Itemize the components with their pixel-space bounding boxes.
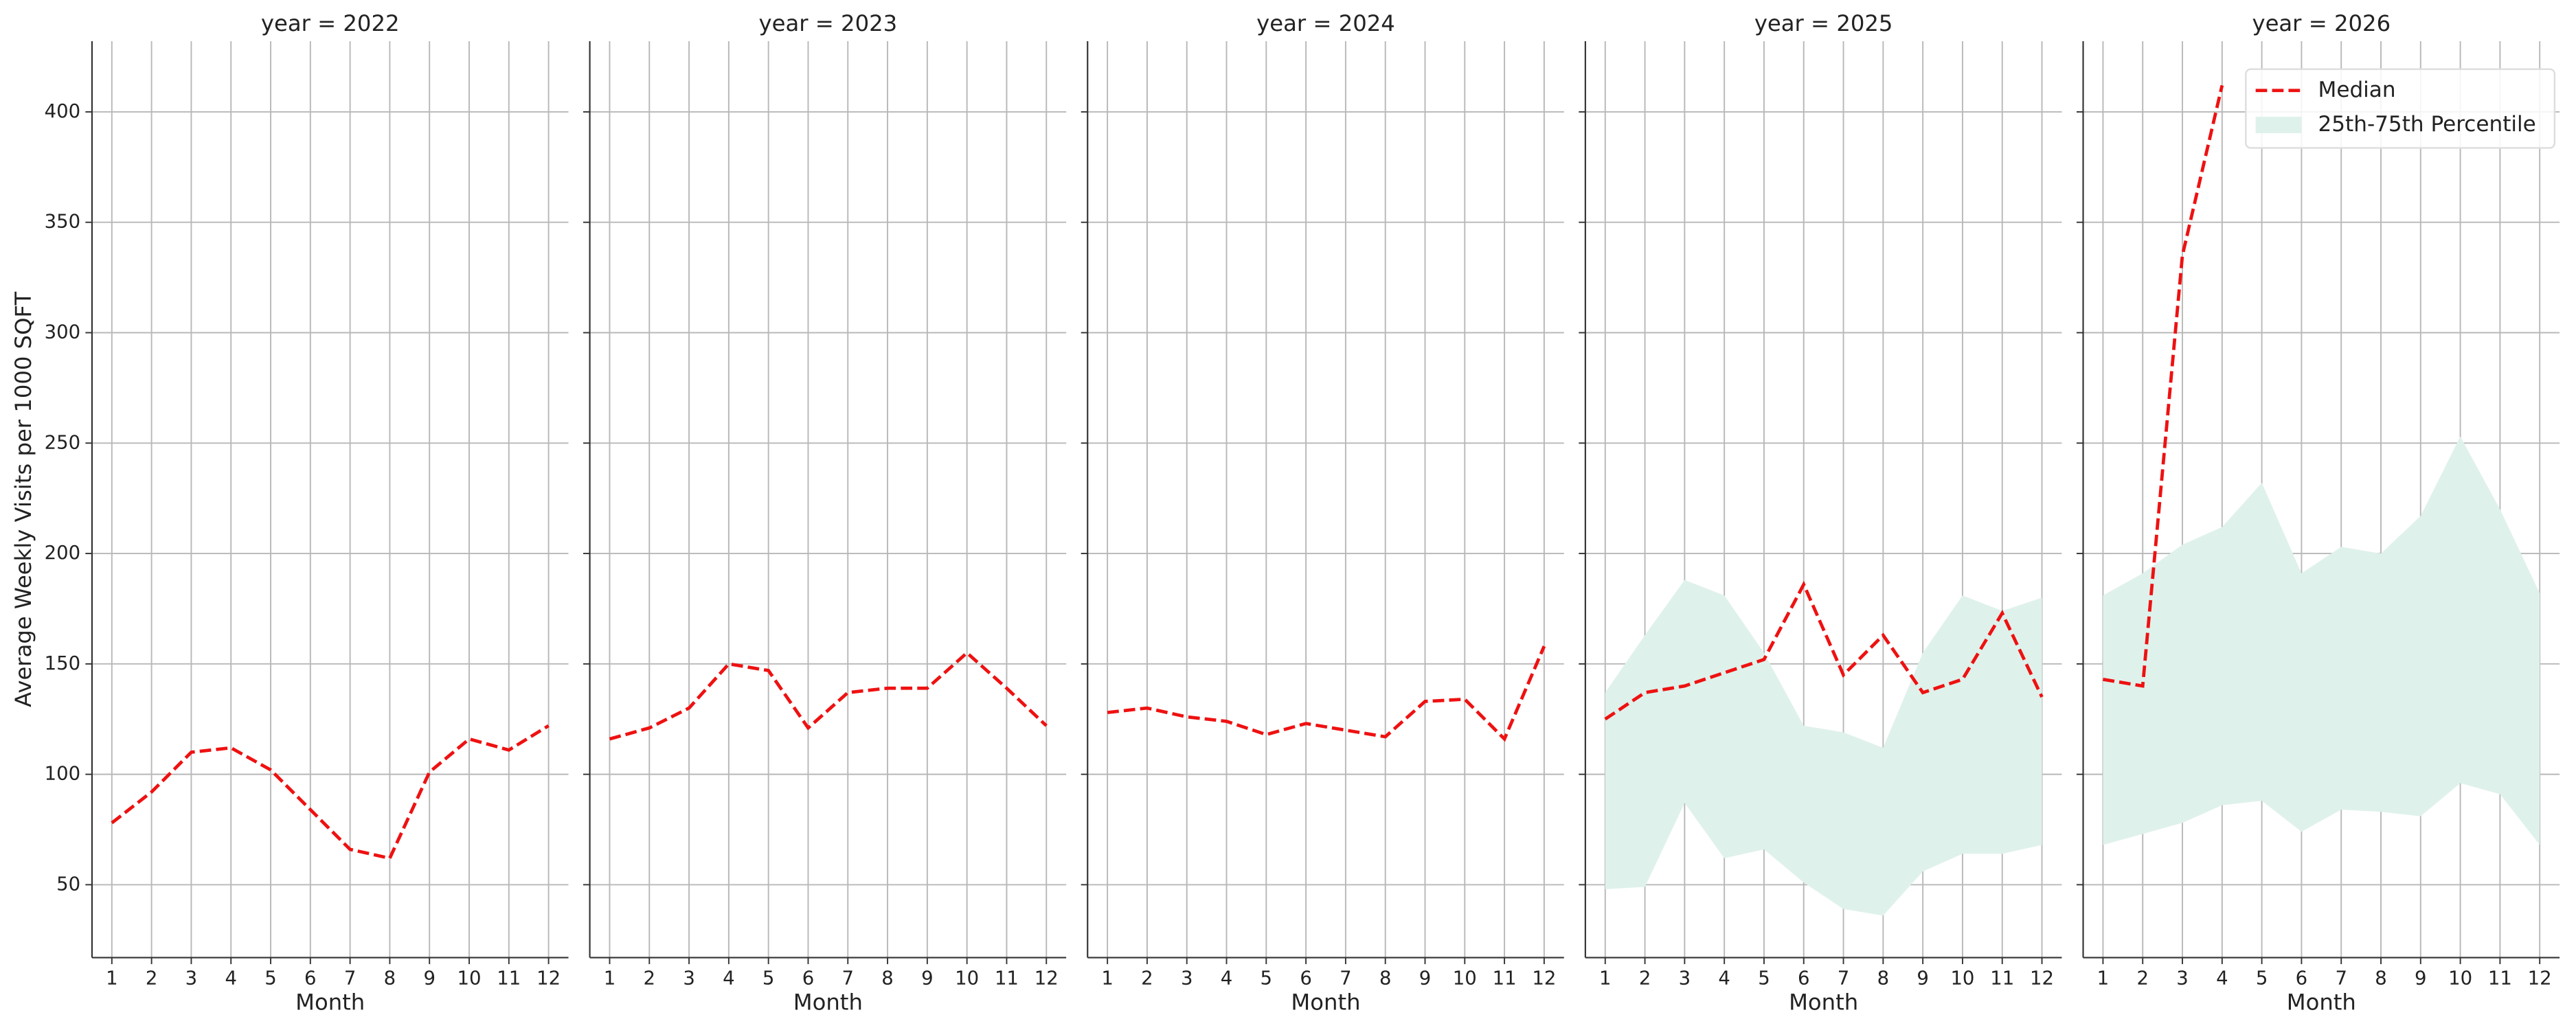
x-tick-label: 6 (1300, 968, 1312, 989)
x-tick-label: 5 (264, 968, 277, 989)
x-tick-label: 9 (1917, 968, 1929, 989)
y-tick-label: 100 (45, 763, 81, 785)
x-tick-label: 6 (2296, 968, 2308, 989)
x-tick-label: 11 (497, 968, 521, 989)
x-tick-label: 1 (1599, 968, 1612, 989)
panel-title: year = 2022 (261, 10, 400, 36)
x-tick-label: 6 (1798, 968, 1810, 989)
x-tick-label: 9 (2415, 968, 2427, 989)
x-tick-label: 2 (1639, 968, 1651, 989)
x-tick-label: 5 (1758, 968, 1770, 989)
median-line (111, 724, 550, 860)
legend-label: 25th-75th Percentile (2318, 112, 2536, 137)
x-tick-label: 10 (457, 968, 481, 989)
x-tick-label: 1 (1101, 968, 1114, 989)
x-axis-label: Month (295, 989, 365, 1015)
x-tick-label: 10 (2448, 968, 2472, 989)
x-tick-label: 3 (2176, 968, 2189, 989)
x-tick-label: 9 (921, 968, 934, 989)
x-axis-label: Month (1291, 989, 1360, 1015)
y-tick-label: 150 (45, 652, 81, 674)
x-tick-label: 7 (1340, 968, 1352, 989)
legend-frame (2245, 68, 2556, 149)
x-tick-label: 5 (762, 968, 775, 989)
x-tick-label: 1 (604, 968, 615, 989)
x-tick-label: 7 (1838, 968, 1850, 989)
x-tick-label: 5 (2256, 968, 2268, 989)
x-tick-label: 3 (1679, 968, 1691, 989)
x-tick-label: 8 (384, 968, 396, 989)
y-tick-label: 400 (45, 100, 81, 122)
percentile-band (1605, 580, 2042, 916)
y-tick-label: 350 (45, 211, 81, 233)
legend-swatch (2255, 117, 2302, 133)
percentile-band (2103, 436, 2540, 845)
x-tick-label: 8 (1379, 968, 1392, 989)
x-tick-label: 11 (1493, 968, 1517, 989)
y-tick-label: 250 (45, 431, 81, 453)
x-tick-label: 3 (683, 968, 694, 989)
y-axis-label: Average Weekly Visits per 1000 SQFT (10, 291, 36, 707)
x-tick-label: 10 (1453, 968, 1477, 989)
x-tick-label: 10 (1950, 968, 1974, 989)
x-tick-label: 3 (1181, 968, 1193, 989)
x-tick-label: 4 (1221, 968, 1233, 989)
x-tick-label: 1 (2097, 968, 2110, 989)
x-tick-label: 8 (2375, 968, 2387, 989)
x-tick-label: 6 (304, 968, 317, 989)
panel-title: year = 2025 (1754, 10, 1893, 36)
x-tick-label: 7 (842, 968, 854, 989)
x-tick-label: 11 (995, 968, 1019, 989)
x-tick-label: 2 (2136, 968, 2149, 989)
x-axis-label: Month (2287, 989, 2356, 1015)
x-tick-label: 12 (2030, 968, 2054, 989)
median-line (1604, 580, 2044, 721)
legend: Median 25th-75th Percentile (2245, 68, 2556, 149)
x-tick-label: 1 (106, 968, 118, 989)
median-line (609, 650, 1048, 741)
x-tick-label: 12 (1035, 968, 1059, 989)
x-tick-label: 11 (2488, 968, 2512, 989)
y-tick-label: 200 (45, 542, 81, 564)
x-tick-label: 7 (344, 968, 357, 989)
x-tick-label: 8 (1877, 968, 1890, 989)
x-axis-label: Month (793, 989, 863, 1015)
x-tick-label: 3 (185, 968, 198, 989)
median-line (1107, 645, 1546, 742)
x-tick-label: 7 (2335, 968, 2347, 989)
x-tick-label: 12 (2528, 968, 2552, 989)
x-tick-label: 4 (1718, 968, 1730, 989)
x-tick-label: 12 (1532, 968, 1556, 989)
x-tick-label: 5 (1261, 968, 1273, 989)
x-tick-label: 8 (881, 968, 894, 989)
x-tick-label: 9 (423, 968, 435, 989)
x-tick-label: 9 (1419, 968, 1432, 989)
panel-title: year = 2026 (2252, 10, 2391, 36)
median-line (2103, 84, 2224, 688)
x-tick-label: 4 (723, 968, 734, 989)
x-tick-label: 2 (146, 968, 158, 989)
x-tick-label: 12 (536, 968, 561, 989)
panel-title: year = 2023 (759, 10, 898, 36)
x-tick-label: 4 (2216, 968, 2228, 989)
x-axis-label: Month (1789, 989, 1858, 1015)
x-tick-label: 2 (1141, 968, 1153, 989)
y-tick-label: 300 (45, 321, 81, 343)
legend-label: Median (2318, 78, 2396, 102)
y-tick-label: 50 (56, 873, 80, 895)
x-tick-label: 4 (225, 968, 237, 989)
x-tick-label: 10 (955, 968, 979, 989)
x-tick-label: 2 (644, 968, 656, 989)
x-tick-label: 11 (1990, 968, 2014, 989)
panel-title: year = 2024 (1256, 10, 1395, 36)
x-tick-label: 6 (802, 968, 815, 989)
